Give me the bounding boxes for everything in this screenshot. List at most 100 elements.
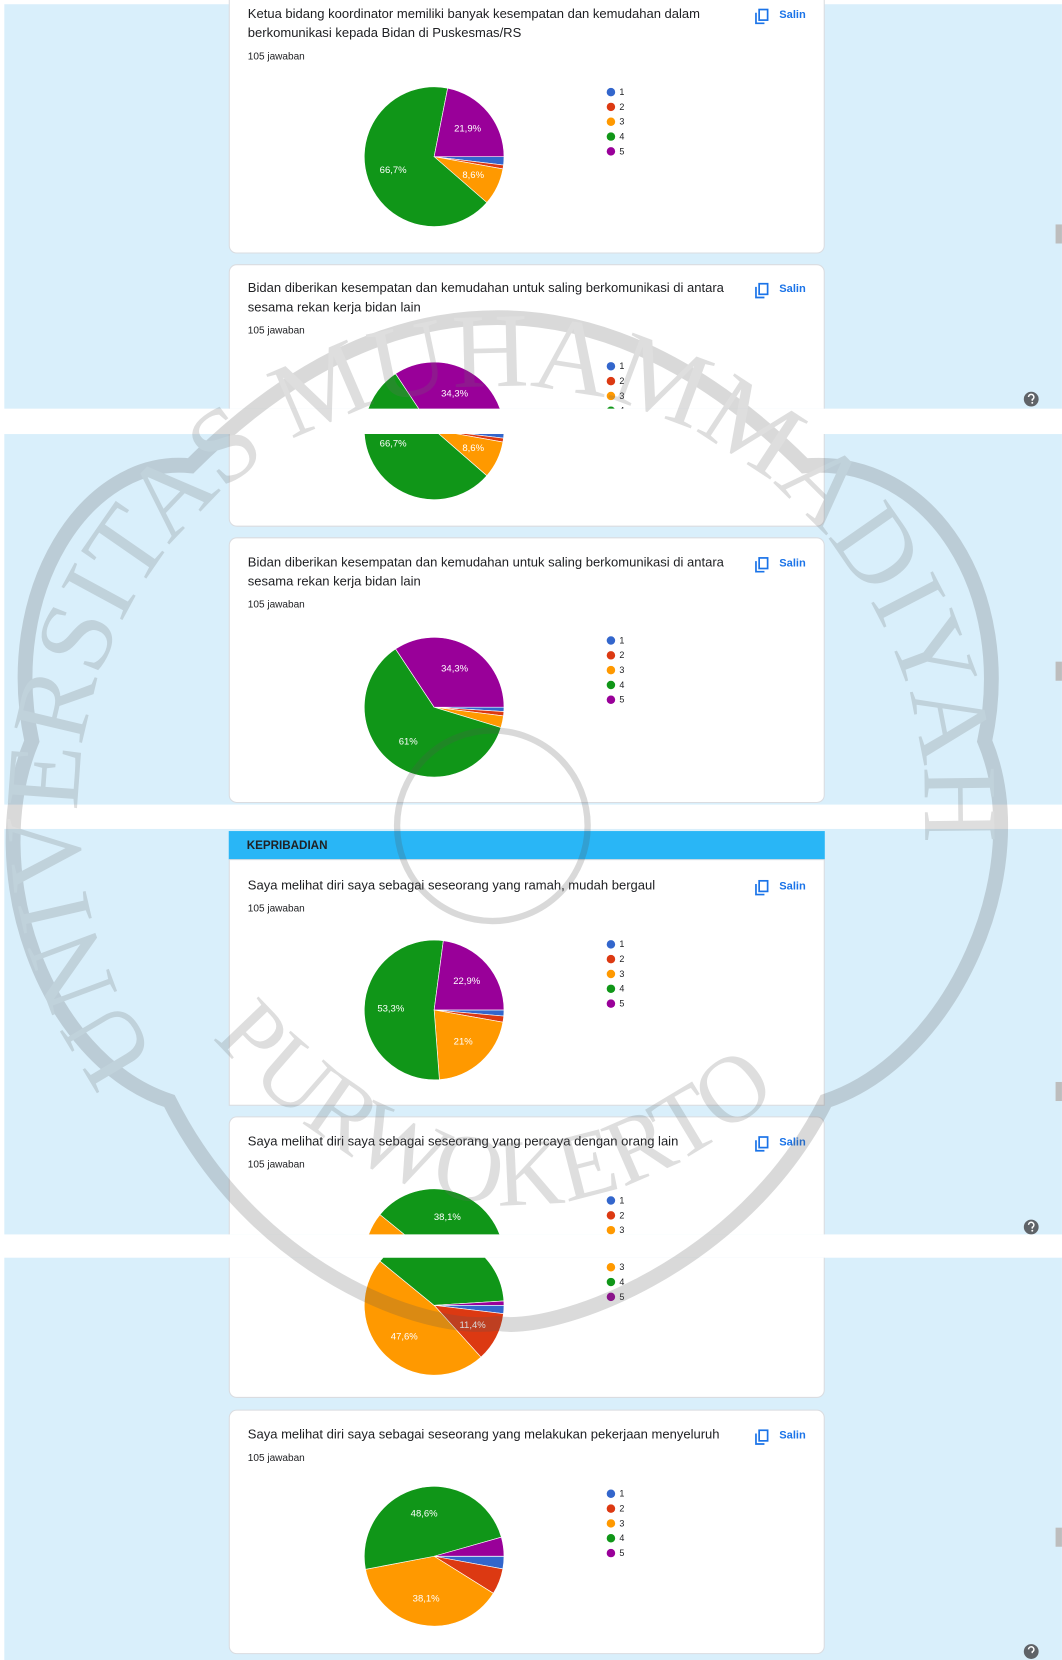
- legend-label: 2: [619, 1210, 624, 1220]
- legend-label: 5: [619, 1548, 624, 1558]
- legend-swatch: [607, 392, 615, 400]
- legend-swatch: [607, 362, 615, 370]
- legend-swatch: [607, 407, 615, 415]
- legend-swatch: [607, 377, 615, 385]
- legend-swatch: [607, 1211, 615, 1219]
- slice-label: 38,1%: [413, 1593, 441, 1604]
- slice-label: 8,6%: [462, 170, 484, 181]
- legend-swatch: [607, 1263, 615, 1271]
- legend-label: 1: [619, 361, 624, 371]
- legend-label: 2: [619, 376, 624, 386]
- legend-label: 4: [619, 131, 624, 141]
- legend-label: 4: [619, 1240, 624, 1250]
- slice-label: 61%: [399, 736, 419, 747]
- section-title: KEPRIBADIAN: [247, 839, 328, 852]
- help-button[interactable]: [1024, 392, 1039, 407]
- slice-label: 47,6%: [391, 1331, 419, 1342]
- help-button[interactable]: [1024, 1220, 1039, 1235]
- scroll-mark: [1056, 662, 1062, 681]
- scroll-mark: [1056, 1528, 1062, 1547]
- legend-label: 5: [619, 1292, 624, 1302]
- question-title: Bidan diberikan kesempatan dan kemudahan…: [248, 280, 725, 295]
- legend-label: 1: [619, 1195, 624, 1205]
- legend-swatch: [607, 1248, 615, 1256]
- question-title: Saya melihat diri saya sebagai seseorang…: [248, 1427, 720, 1442]
- legend-label: 5: [619, 420, 624, 430]
- scroll-mark: [1056, 1082, 1062, 1101]
- copy-label[interactable]: Salin: [779, 880, 806, 892]
- legend-swatch: [607, 421, 615, 429]
- legend-label: 4: [619, 680, 624, 690]
- question-title: sesama rekan kerja bidan lain: [248, 299, 421, 314]
- legend-label: 3: [619, 1262, 624, 1272]
- legend-swatch: [607, 1278, 615, 1286]
- copy-label[interactable]: Salin: [779, 283, 806, 295]
- legend-label: 3: [619, 1518, 624, 1528]
- question-card: Bidan diberikan kesempatan dan kemudahan…: [229, 538, 824, 803]
- legend-swatch: [607, 1504, 615, 1512]
- slice-label: 53,3%: [377, 1003, 405, 1014]
- slice-label: 21,9%: [454, 124, 482, 135]
- screenshot: Ketua bidang koordinator memiliki banyak…: [0, 0, 1062, 1660]
- slice-label: 8,6%: [462, 443, 484, 454]
- slice-label: 34,3%: [441, 388, 469, 399]
- response-count: 105 jawaban: [248, 325, 305, 336]
- slice-label: 34,3%: [441, 664, 469, 675]
- slice-label: 66,7%: [380, 165, 408, 176]
- legend-swatch: [607, 1233, 615, 1241]
- legend-swatch: [607, 1519, 615, 1527]
- legend-label: 1: [619, 939, 624, 949]
- slice-label: 21%: [454, 1037, 474, 1048]
- question-card: 11,4%47,6%12345: [229, 1232, 824, 1397]
- response-count: 105 jawaban: [248, 600, 305, 611]
- legend-label: 5: [619, 999, 624, 1009]
- legend-swatch: [607, 1549, 615, 1557]
- legend-label: 2: [619, 102, 624, 112]
- legend-swatch: [607, 132, 615, 140]
- response-count: 105 jawaban: [248, 51, 305, 62]
- legend-swatch: [607, 118, 615, 126]
- question-title: Ketua bidang koordinator memiliki banyak…: [248, 6, 700, 21]
- slice-label: 11,4%: [459, 1320, 486, 1331]
- copy-label[interactable]: Salin: [779, 557, 806, 569]
- slice-label: 38,1%: [434, 1212, 462, 1223]
- question-title: Saya melihat diri saya sebagai seseorang…: [248, 1133, 679, 1148]
- legend-swatch: [607, 681, 615, 689]
- slice-label: 48,6%: [411, 1509, 439, 1520]
- legend-swatch: [607, 1196, 615, 1204]
- response-count: 105 jawaban: [248, 1160, 305, 1171]
- legend-swatch: [607, 103, 615, 111]
- question-card: Saya melihat diri saya sebagai seseorang…: [229, 1410, 824, 1653]
- legend-label: 2: [619, 1504, 624, 1514]
- card: [229, 1410, 824, 1653]
- scroll-mark: [1056, 224, 1062, 243]
- legend-swatch: [607, 1241, 615, 1249]
- legend-swatch: [607, 985, 615, 993]
- slice-label: 66,7%: [380, 438, 408, 449]
- legend-swatch: [607, 666, 615, 674]
- legend-swatch: [607, 636, 615, 644]
- card: [229, 421, 824, 526]
- legend-swatch: [607, 1226, 615, 1234]
- legend-label: 4: [619, 984, 624, 994]
- copy-label[interactable]: Salin: [779, 1136, 806, 1148]
- help-button[interactable]: [1024, 1644, 1039, 1659]
- legend-swatch: [607, 696, 615, 704]
- legend-label: 4: [619, 1533, 624, 1543]
- legend-label: 5: [619, 146, 624, 156]
- copy-label[interactable]: Salin: [779, 1430, 806, 1442]
- response-count: 105 jawaban: [248, 904, 305, 915]
- copy-label[interactable]: Salin: [779, 9, 806, 21]
- legend-label: 1: [619, 635, 624, 645]
- legend-label: 1: [619, 1489, 624, 1499]
- response-count: 105 jawaban: [248, 1453, 305, 1464]
- legend-swatch: [607, 1490, 615, 1498]
- legend-swatch: [607, 88, 615, 96]
- legend-label: 3: [619, 665, 624, 675]
- card: [229, 860, 824, 1106]
- question-card: Ketua bidang koordinator memiliki banyak…: [229, 0, 824, 253]
- legend-label: 4: [619, 406, 624, 416]
- legend-label: 2: [619, 650, 624, 660]
- legend-label: 5: [619, 695, 624, 705]
- legend-label: 2: [619, 1247, 624, 1257]
